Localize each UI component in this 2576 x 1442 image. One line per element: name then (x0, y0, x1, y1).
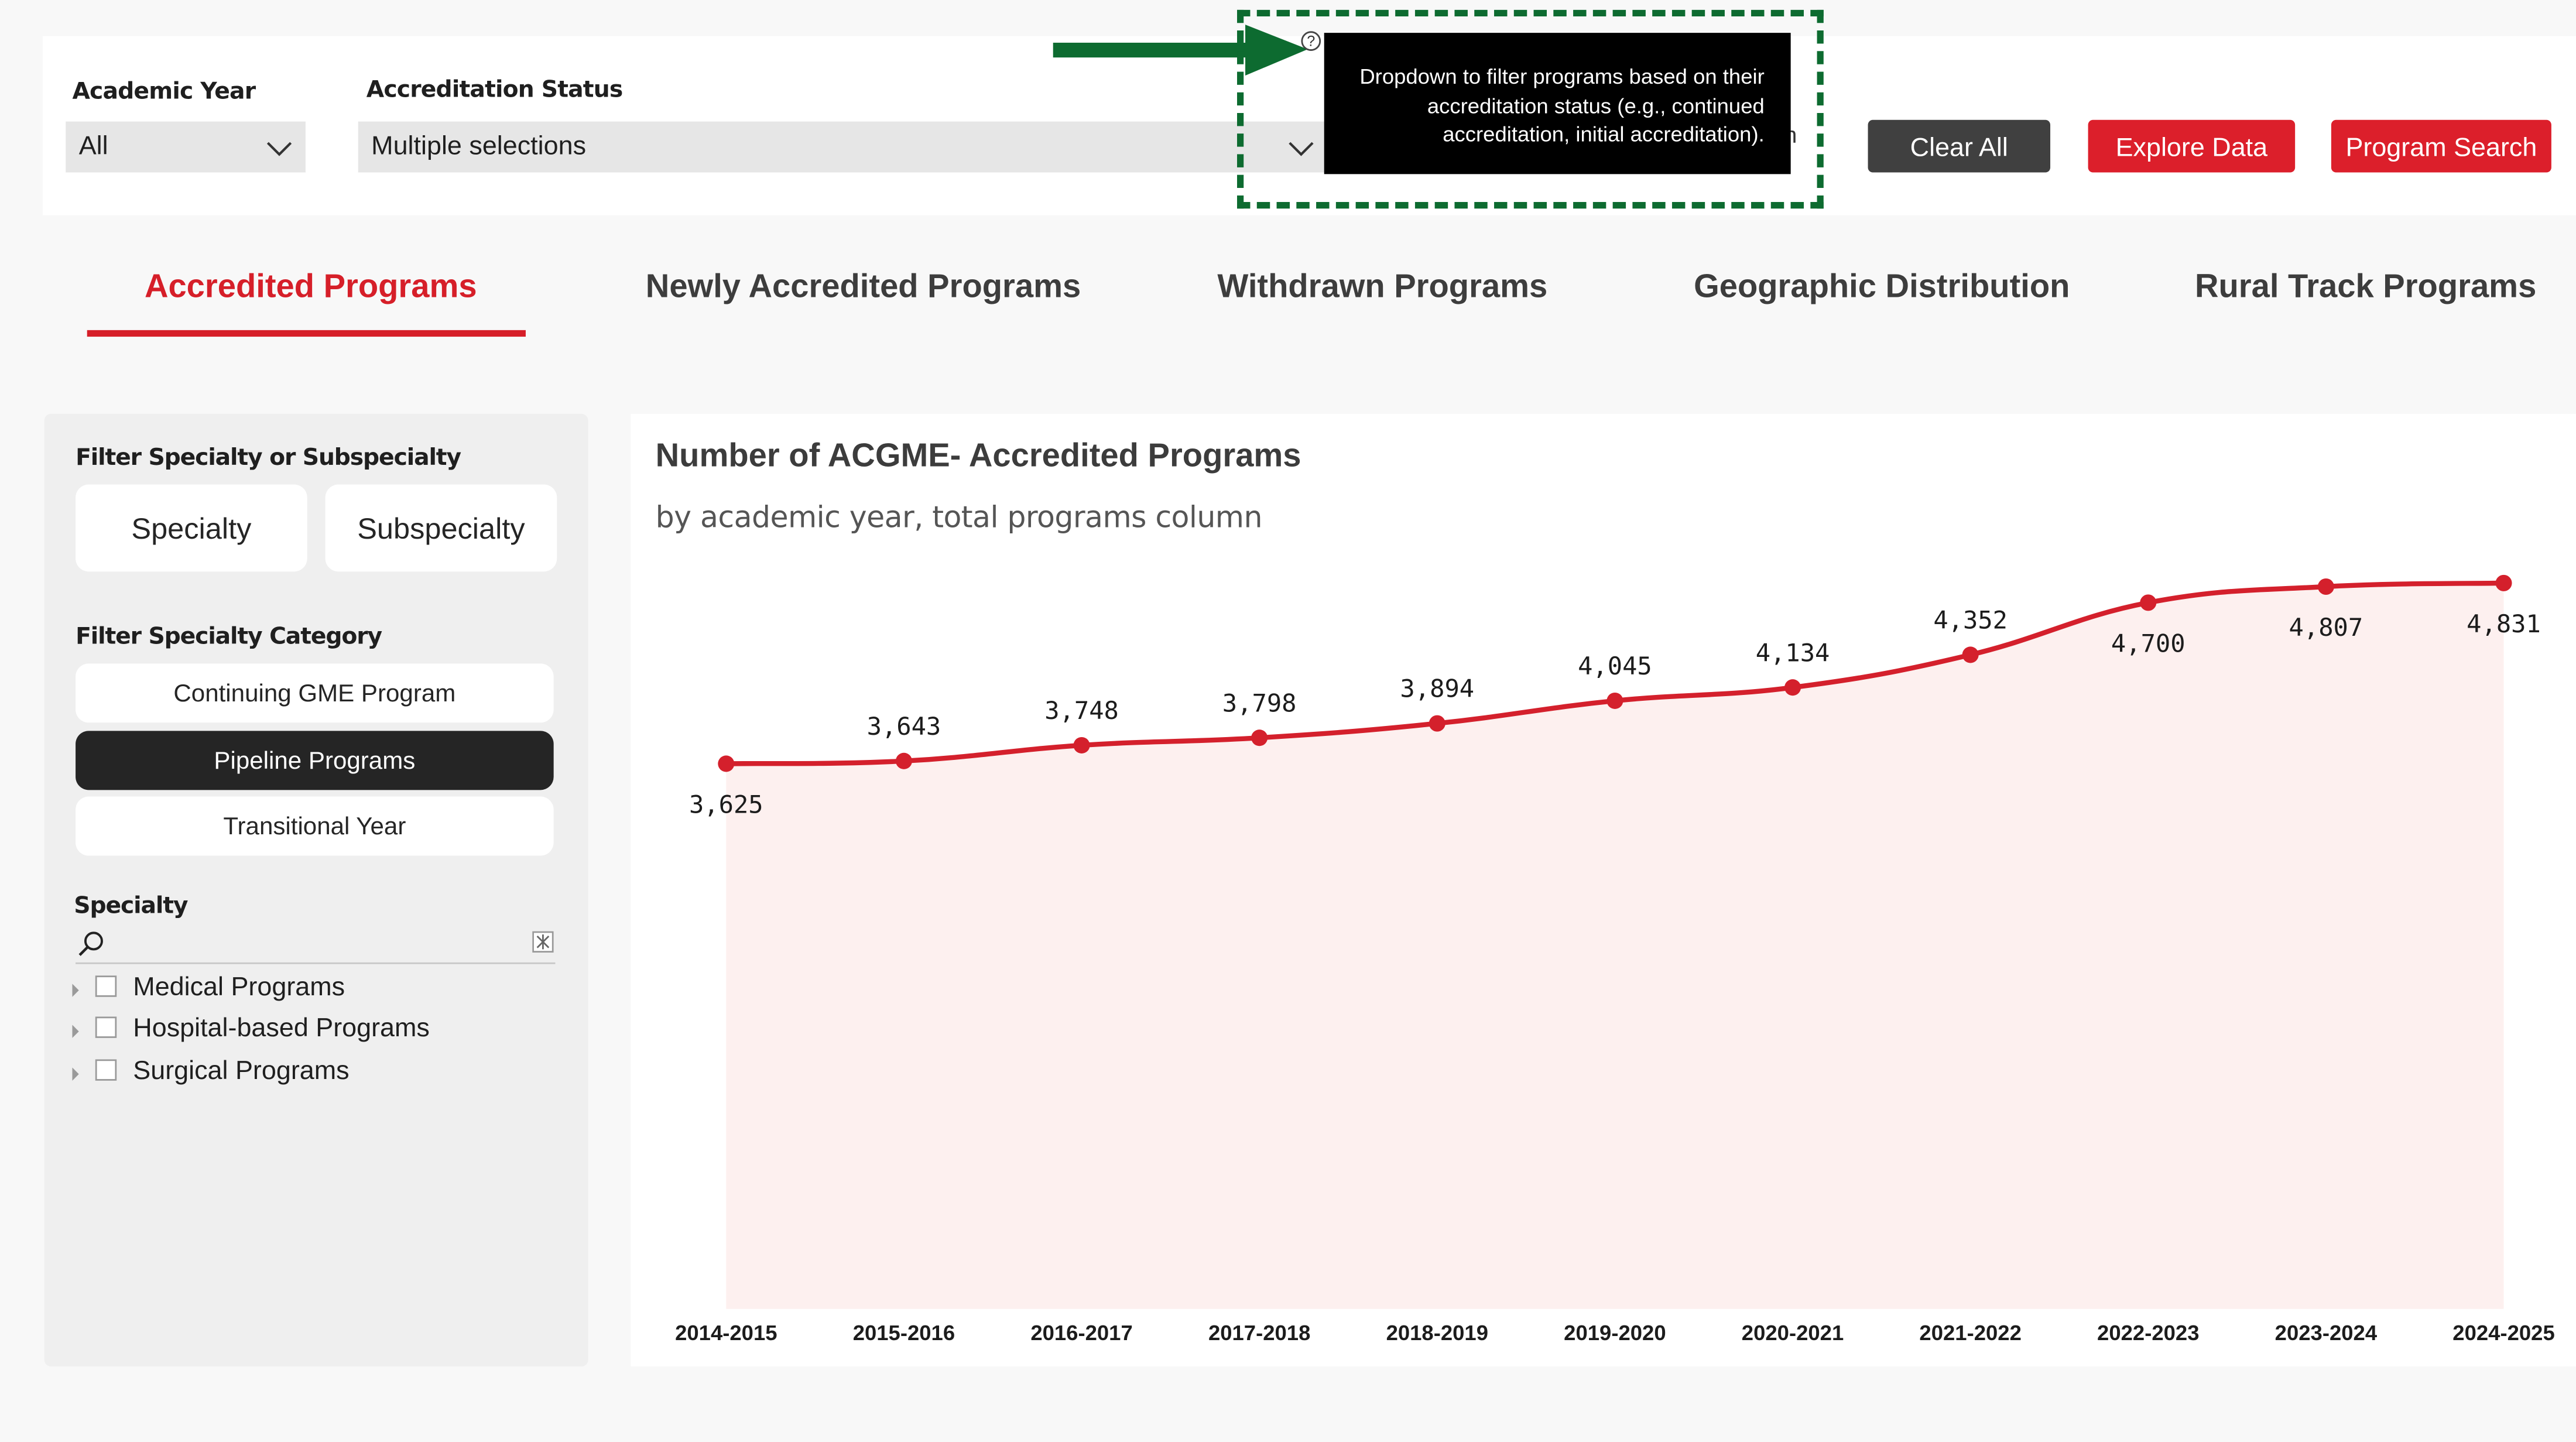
x-tick-label: 2017-2018 (1208, 1321, 1310, 1345)
active-tab-indicator (87, 330, 526, 337)
x-tick-label: 2024-2025 (2452, 1321, 2554, 1345)
data-label: 4,831 (2467, 609, 2541, 638)
checkbox[interactable] (95, 1059, 117, 1081)
expand-arrow-icon[interactable] (72, 1067, 79, 1081)
tree-item-label: Surgical Programs (133, 1057, 350, 1086)
filter-specialty-category-label: Filter Specialty Category (76, 624, 382, 650)
category-continuing-gme-program[interactable]: Continuing GME Program (76, 663, 554, 723)
academic-year-label: Academic Year (72, 78, 256, 105)
category-pipeline-programs[interactable]: Pipeline Programs (76, 731, 554, 790)
annotation-highlight-box (1237, 9, 1824, 209)
search-icon (78, 931, 103, 956)
expand-arrow-icon[interactable] (72, 984, 79, 997)
category-transitional-year[interactable]: Transitional Year (76, 796, 554, 856)
explore-data-button[interactable]: Explore Data (2088, 119, 2296, 173)
x-tick-label: 2023-2024 (2275, 1321, 2378, 1345)
x-tick-label: 2014-2015 (675, 1321, 777, 1345)
x-tick-label: 2020-2021 (1742, 1321, 1844, 1345)
data-label: 3,894 (1400, 674, 1474, 703)
data-point (1429, 715, 1445, 732)
annotation-arrow-icon (1053, 25, 1308, 76)
chart-subtitle: by academic year, total programs column (655, 501, 1263, 536)
help-icon[interactable]: ? (1301, 31, 1321, 51)
x-tick-label: 2019-2020 (1564, 1321, 1666, 1345)
data-label: 3,625 (689, 790, 763, 819)
filter-specialty-or-subspecialty-label: Filter Specialty or Subspecialty (76, 445, 461, 472)
academic-year-dropdown[interactable]: All (66, 121, 306, 173)
filter-panel (44, 413, 588, 1366)
data-point (2317, 578, 2334, 595)
data-label: 3,748 (1044, 696, 1119, 725)
accreditation-status-value: Multiple selections (371, 133, 587, 161)
x-tick-label: 2018-2019 (1386, 1321, 1488, 1345)
x-tick-label: 2015-2016 (853, 1321, 955, 1345)
tab-withdrawn-programs[interactable]: Withdrawn Programs (1217, 269, 1548, 306)
data-point (895, 752, 912, 769)
tab-accredited-programs[interactable]: Accredited Programs (144, 269, 477, 306)
data-label: 3,643 (867, 712, 941, 741)
x-tick-label: 2016-2017 (1030, 1321, 1132, 1345)
chart-title: Number of ACGME- Accredited Programs (655, 438, 1301, 475)
accreditation-status-label: Accreditation Status (366, 77, 624, 104)
checkbox[interactable] (95, 1016, 117, 1038)
data-point (2495, 574, 2512, 591)
data-label: 4,700 (2111, 629, 2186, 658)
x-tick-label: 2022-2023 (2097, 1321, 2199, 1345)
data-label: 4,807 (2289, 613, 2363, 642)
clear-all-button[interactable]: Clear All (1868, 119, 2051, 173)
tab-geographic-distribution[interactable]: Geographic Distribution (1694, 269, 2070, 306)
data-label: 4,134 (1756, 638, 1830, 667)
chevron-down-icon (1289, 142, 1314, 156)
search-underline (76, 962, 556, 964)
data-label: 4,352 (1933, 606, 2008, 635)
data-label: 4,045 (1578, 652, 1652, 680)
specialty-label: Specialty (74, 893, 188, 920)
chevron-down-icon (266, 142, 292, 156)
data-point (1784, 679, 1801, 696)
checkbox[interactable] (95, 975, 117, 997)
data-point (2140, 594, 2157, 611)
data-point (1251, 729, 1268, 746)
data-point (1073, 737, 1090, 753)
specialty-search-input[interactable] (111, 926, 526, 963)
tree-item-label: Hospital-based Programs (133, 1015, 430, 1043)
tree-item-label: Medical Programs (133, 974, 345, 1002)
series-area-fill (726, 583, 2504, 1309)
data-label: 3,798 (1222, 689, 1297, 717)
subspecialty-button[interactable]: Subspecialty (325, 484, 557, 572)
data-point (718, 755, 735, 772)
tooltip: Dropdown to filter programs based on the… (1324, 33, 1791, 174)
data-point (1962, 646, 1979, 663)
accreditation-status-dropdown[interactable]: Multiple selections (358, 121, 1328, 173)
data-point (1606, 692, 1623, 709)
academic-year-value: All (78, 133, 108, 161)
tab-rural-track-programs[interactable]: Rural Track Programs (2194, 269, 2537, 306)
specialty-button[interactable]: Specialty (76, 484, 307, 572)
x-tick-label: 2021-2022 (1919, 1321, 2021, 1345)
clear-selections-icon[interactable] (532, 931, 554, 953)
tab-newly-accredited-programs[interactable]: Newly Accredited Programs (645, 269, 1081, 306)
expand-arrow-icon[interactable] (72, 1025, 79, 1038)
program-search-button[interactable]: Program Search (2331, 119, 2551, 173)
